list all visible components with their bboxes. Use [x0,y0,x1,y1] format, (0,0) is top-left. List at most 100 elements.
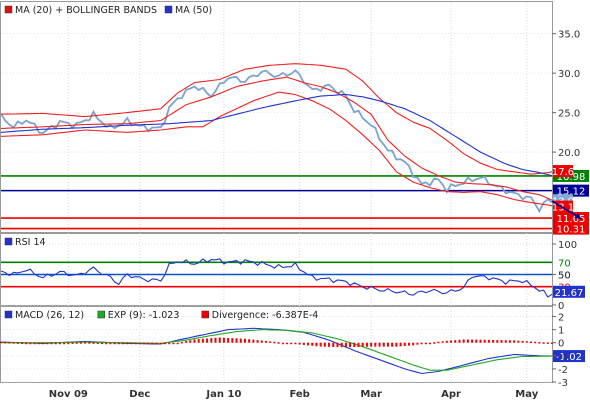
divergence-bar [281,342,284,345]
divergence-bar [492,339,495,343]
divergence-bar [269,341,272,343]
divergence-bar [462,339,465,343]
divergence-bar [25,342,28,345]
divergence-bar [525,341,528,343]
legend-label: RSI 14 [15,237,46,248]
divergence-bar [353,342,356,348]
divergence-bar [450,340,453,343]
divergence-bar [197,339,200,343]
divergence-bar [54,342,57,345]
value-tag-label: 17.6 [552,167,574,178]
divergence-bar [538,342,541,344]
divergence-bar [349,342,352,348]
divergence-bar [0,341,2,344]
divergence-bar [344,342,347,348]
divergence-bar [84,342,87,344]
divergence-bar [395,342,398,347]
divergence-bar [290,342,293,345]
divergence-bar [277,342,280,344]
divergence-bar [88,342,91,344]
divergence-bar [185,341,188,343]
x-tick-label: Dec [129,389,150,400]
divergence-bar [273,341,276,344]
value-tag [553,200,573,213]
divergence-bar [239,338,242,343]
divergence-bar [159,342,162,345]
legend-label: Divergence: -6.387E-4 [212,310,318,321]
divergence-bar [542,342,545,344]
value-tag-label: 21.67 [555,288,584,299]
divergence-bar [201,338,204,343]
divergence-bar [222,337,225,343]
divergence-bar [386,342,389,347]
y-tick-label: -3 [558,378,568,389]
divergence-bar [252,339,255,343]
divergence-bar [323,342,326,347]
divergence-bar [151,342,154,345]
divergence-bar [79,342,82,344]
divergence-bar [315,342,318,347]
divergence-bar [58,342,61,345]
x-tick-label: Mar [360,389,382,400]
divergence-bar [176,342,179,345]
legend-label: MA (50) [175,5,212,16]
x-tick-label: Nov 09 [49,389,88,400]
x-tick-label: May [515,389,538,400]
level-tag-label: 16.98 [557,172,586,183]
divergence-bar [67,342,70,345]
value-tags: 16.9815.1211.6510.3117.613.913.170503021… [551,165,589,363]
level-tag [553,184,589,197]
divergence-bar [311,342,314,346]
divergence-bar [29,342,32,345]
legend: MA (20) + BOLLINGER BANDS MA (50) RSI 14 MA… [4,5,318,321]
divergence-bar [214,337,217,343]
divergence-bar [521,340,524,343]
divergence-bar [264,340,267,343]
divergence-bar [357,342,360,347]
divergence-bar [46,342,49,345]
series-line-upper-band [0,63,553,175]
panel-frame-0 [0,1,553,233]
divergence-bar [454,340,457,343]
divergence-bar [517,340,520,343]
y-tick-label: 2 [558,313,564,324]
divergence-bar [193,339,196,343]
divergence-bar [180,341,183,344]
y-tick-label: -1 [558,352,568,363]
divergence-bar [63,342,66,345]
divergence-bar [42,342,45,345]
divergence-bar [551,342,553,345]
divergence-bar [4,341,7,344]
divergence-bar [319,342,322,347]
level-tag [553,212,589,225]
divergence-bar [378,342,381,347]
y-tick-label: 100 [558,240,577,251]
legend-swatch [4,5,13,14]
level-label: 70 [558,258,571,269]
level-tag [553,222,589,235]
legend-label: MACD (26, 12) [15,310,84,321]
divergence-bar [336,342,339,348]
divergence-bar [155,342,158,345]
series-line-exp-9 [1,329,553,371]
divergence-bar [248,339,251,343]
divergence-bar [307,342,310,346]
divergence-bar [487,339,490,343]
divergence-bar [412,342,415,346]
divergence-bar [361,342,364,347]
level-label: 50 [558,271,571,282]
divergence-bar [113,342,116,345]
divergence-bar [437,341,440,344]
level-lines [1,175,552,288]
divergence-bar [256,340,259,343]
series-line-ma50 [0,93,553,177]
value-tag [553,285,585,298]
divergence-bar [294,342,297,345]
level-tag-label: 15.12 [557,187,586,198]
divergence-bar [529,341,532,344]
divergence-bar [92,342,95,344]
divergence-bar [332,342,335,347]
divergence-bar [504,340,507,343]
divergence-bar [298,342,301,345]
